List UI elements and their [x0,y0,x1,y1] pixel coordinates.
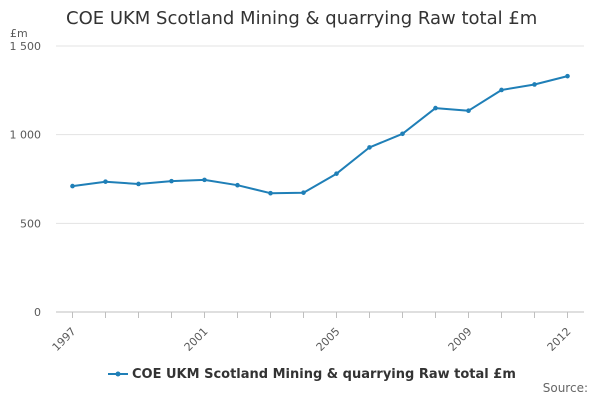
x-tick-label: 2012 [545,325,574,354]
grid-layer [56,45,584,313]
data-point [532,82,537,87]
data-point [367,145,372,150]
legend-swatch-icon [108,371,128,377]
y-tick-label: 1 000 [10,129,42,142]
data-point [103,179,108,184]
data-point [400,131,405,137]
data-point [499,87,504,93]
data-point [268,190,273,196]
y-tick-label: 1 500 [10,40,42,53]
data-point [70,183,75,189]
data-point [466,108,471,114]
legend[interactable]: COE UKM Scotland Mining & quarrying Raw … [108,365,516,383]
source-label: Source: [542,381,588,395]
data-point [202,177,207,183]
y-tick-label: 500 [20,217,41,230]
data-point [301,190,306,195]
x-tick-label: 2005 [314,325,343,354]
data-point [169,178,174,184]
legend-label: COE UKM Scotland Mining & quarrying Raw … [132,366,516,382]
data-point [334,171,339,176]
data-point [235,182,240,188]
x-tick-label: 2009 [446,325,475,354]
y-tick-label: 0 [34,306,41,319]
series-line [72,75,568,195]
x-tick-label: 1997 [50,325,79,354]
data-point [136,181,141,187]
x-axis [72,312,568,318]
series-layer [70,73,570,196]
y-axis-tick-labels: 0 500 1 000 1 500 [10,40,42,319]
chart-title: COE UKM Scotland Mining & quarrying Raw … [66,8,538,29]
data-point [433,105,438,111]
x-axis-tick-labels: 1997 2001 2005 2009 2012 [50,325,574,354]
x-tick-label: 2001 [182,325,211,354]
y-axis-unit-label: £m [10,27,28,40]
data-point [565,73,570,79]
